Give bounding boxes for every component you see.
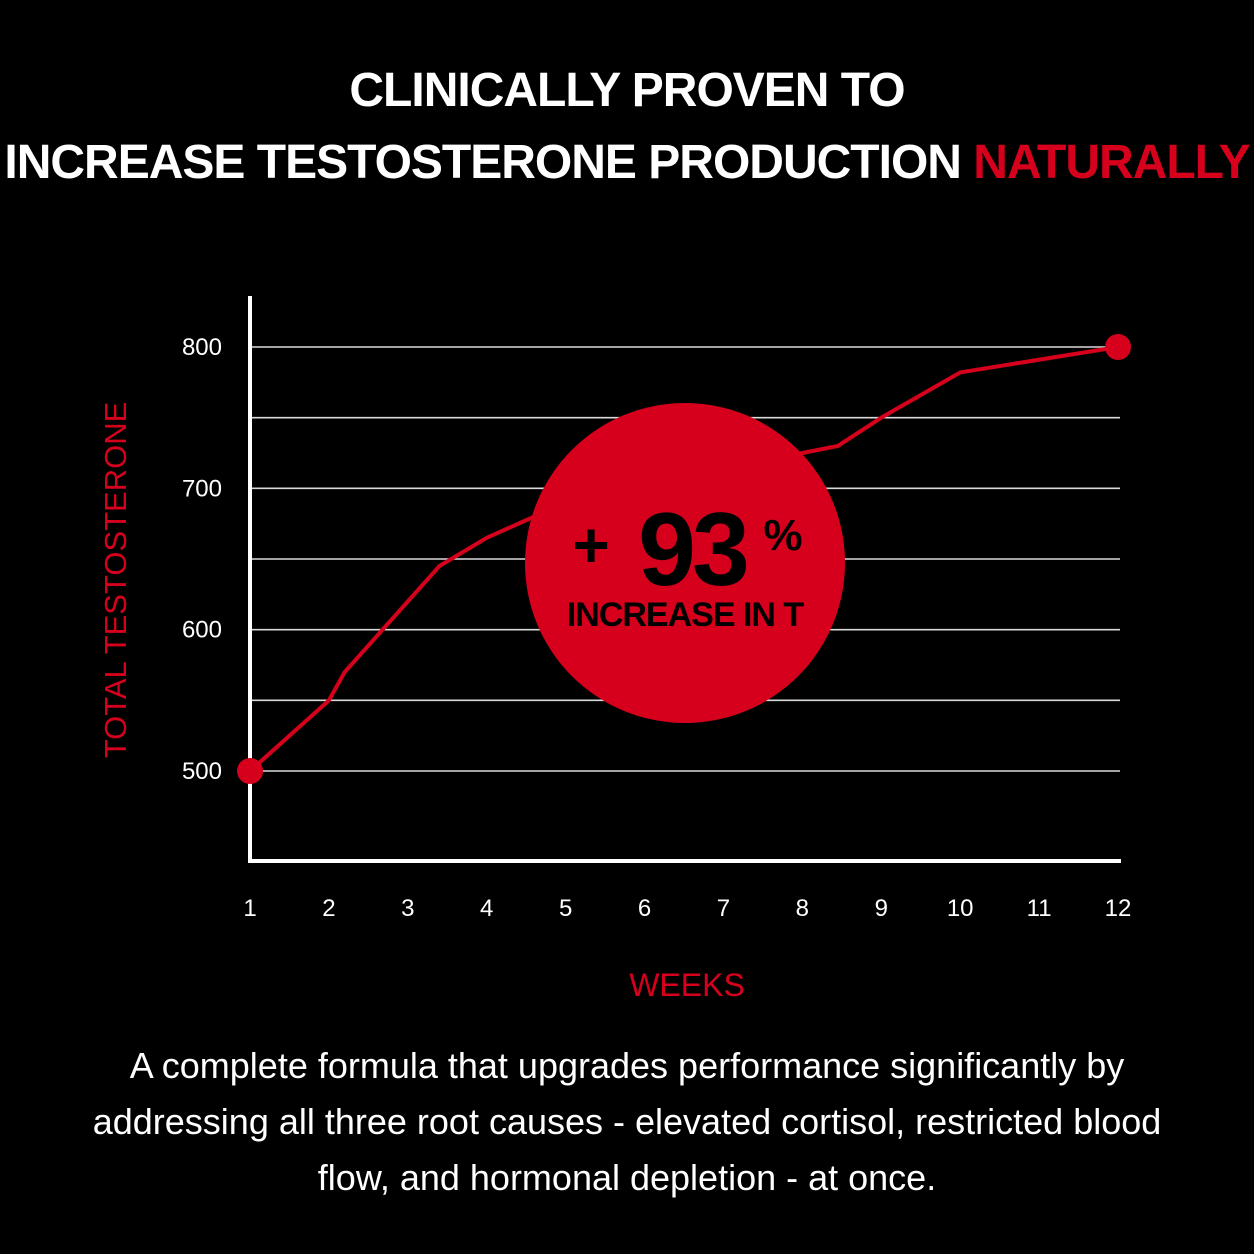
x-tick-label: 9	[875, 895, 888, 922]
y-tick-label: 500	[182, 758, 222, 785]
increase-badge: + 93 % INCREASE IN T	[525, 403, 845, 723]
x-tick-label: 7	[717, 895, 730, 922]
y-tick-label: 800	[182, 334, 222, 361]
end-point-marker	[1105, 334, 1131, 360]
x-tick-label: 11	[1027, 895, 1052, 922]
badge-label: INCREASE IN T	[567, 596, 805, 634]
x-tick-label: 2	[322, 895, 335, 922]
x-tick-label: 4	[480, 895, 493, 922]
headline: CLINICALLY PROVEN TO INCREASE TESTOSTERO…	[0, 55, 1254, 199]
start-point-marker	[237, 758, 263, 784]
x-tick-label: 3	[401, 895, 414, 922]
x-tick-label: 6	[638, 895, 651, 922]
x-tick-label: 5	[559, 895, 572, 922]
x-tick-labels: 1 2 3 4 5 6 7 8 9 10 11 12	[243, 895, 1131, 922]
y-tick-label: 600	[182, 617, 222, 644]
badge-prefix: +	[572, 509, 609, 581]
headline-line-1: CLINICALLY PROVEN TO	[349, 64, 905, 117]
badge-circle	[525, 403, 845, 723]
badge-value: 93	[638, 492, 747, 608]
x-tick-label: 8	[796, 895, 809, 922]
y-tick-label: 700	[182, 475, 222, 502]
headline-line-2-text: INCREASE TESTOSTERONE PRODUCTION	[4, 136, 962, 189]
x-tick-label: 10	[947, 895, 974, 922]
y-axis-label: TOTAL TESTOSTERONE	[98, 402, 133, 759]
x-tick-label: 12	[1105, 895, 1132, 922]
x-tick-label: 1	[243, 895, 256, 922]
y-tick-labels: 500 600 700 800	[182, 334, 222, 785]
headline-accent: NATURALLY	[973, 136, 1250, 189]
headline-line-2: INCREASE TESTOSTERONE PRODUCTION NATURAL…	[0, 127, 1254, 199]
description-text: A complete formula that upgrades perform…	[92, 1045, 1162, 1198]
x-axis-label: WEEKS	[629, 967, 745, 1003]
badge-unit: %	[763, 511, 802, 560]
